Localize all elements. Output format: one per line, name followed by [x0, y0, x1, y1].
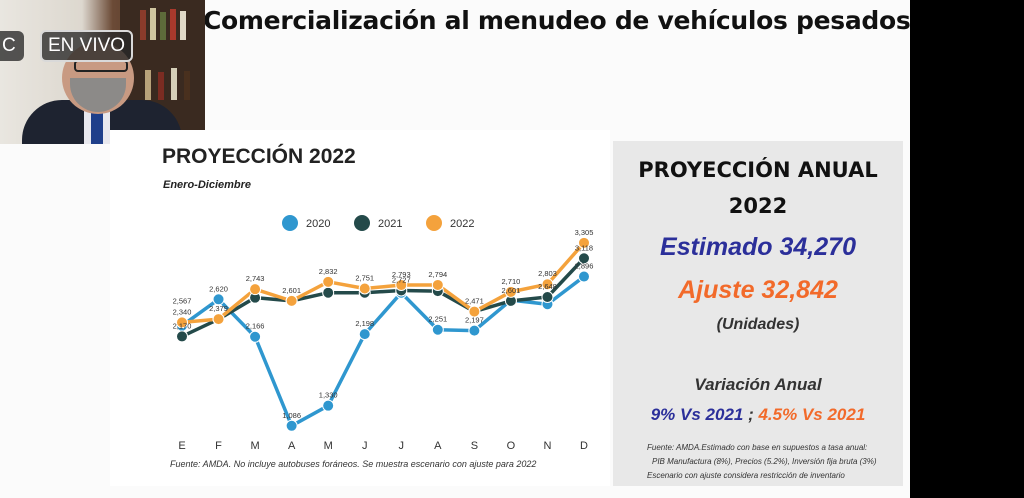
legend-label-2022: 2022	[450, 218, 474, 230]
data-label-2022: 2,803	[538, 269, 557, 278]
data-point-2022	[322, 275, 335, 288]
data-label-2022: 2,793	[392, 270, 411, 279]
data-label-2020: 2,896	[575, 262, 594, 271]
x-tick-label: F	[215, 440, 222, 452]
data-point-2022	[468, 305, 481, 318]
series-line-2021	[181, 257, 586, 338]
legend-label-2021: 2021	[378, 218, 402, 230]
variation-values: 9% Vs 2021 ; 4.5% Vs 2021	[613, 405, 903, 425]
legend-label-2020: 2020	[306, 218, 330, 230]
variation-separator: ;	[743, 405, 759, 424]
live-prefix: C	[0, 31, 24, 61]
data-label-2021: 2,170	[173, 321, 192, 330]
legend-marker-2022	[426, 215, 442, 231]
data-point-2022	[249, 283, 262, 296]
data-point-2020	[212, 293, 225, 306]
annual-projection-panel	[613, 141, 903, 486]
x-tick-label: A	[288, 440, 296, 452]
x-tick-label: N	[543, 440, 551, 452]
data-point-2022	[578, 236, 590, 249]
data-point-2022	[212, 313, 225, 326]
x-tick-label: O	[507, 440, 516, 452]
data-label-2020: 2,197	[465, 316, 484, 325]
data-label-2020: 2,251	[428, 315, 447, 324]
data-label-2021: 2,601	[502, 286, 521, 295]
data-label-2020: 2,198	[355, 319, 374, 328]
data-point-2022	[358, 282, 371, 295]
x-tick-label: M	[324, 440, 333, 452]
adjusted-value: Ajuste 32,842	[678, 276, 838, 304]
x-tick-label: E	[178, 440, 185, 452]
data-label-2022: 2,471	[465, 297, 484, 306]
data-label-2020: 2,166	[246, 322, 265, 331]
data-label-2022: 2,379	[209, 304, 228, 313]
data-point-2020	[431, 323, 444, 336]
x-tick-label: S	[471, 440, 478, 452]
data-point-2020	[578, 270, 590, 283]
data-label-2022: 2,751	[355, 274, 374, 283]
data-label-2022: 2,710	[502, 277, 521, 286]
data-label-extra: 2,567	[173, 297, 192, 306]
variation-title: Variación Anual	[694, 375, 822, 394]
x-tick-label: J	[399, 440, 405, 452]
units-label: (Unidades)	[716, 316, 800, 333]
data-label-2022: 2,340	[173, 307, 192, 316]
data-point-2022	[395, 279, 408, 292]
x-tick-label: J	[362, 440, 368, 452]
projection-year: 2022	[728, 194, 788, 218]
x-tick-label: D	[580, 440, 588, 452]
slide-title: Comercialización al menudeo de vehículos…	[203, 6, 911, 35]
variation-adjusted: 4.5% Vs 2021	[758, 405, 866, 424]
data-point-2022	[176, 316, 188, 329]
data-point-2021	[541, 291, 554, 304]
data-label-2022: 3,305	[575, 228, 594, 237]
chart-subtitle: Enero-Diciembre	[163, 179, 252, 191]
variation-estimate: 9% Vs 2021	[650, 405, 744, 424]
live-badge[interactable]: EN VIVO	[40, 30, 134, 62]
data-point-2020	[322, 399, 335, 412]
data-label-2021: 2,727	[392, 275, 411, 284]
x-tick-label: A	[434, 440, 442, 452]
series-line-2022	[181, 241, 586, 325]
projection-title: PROYECCIÓN ANUAL	[638, 158, 878, 182]
data-point-2021	[176, 330, 188, 343]
data-point-2021	[322, 286, 335, 299]
data-label-2020: 1,086	[282, 411, 301, 420]
data-label-2022: 2,601	[282, 286, 301, 295]
data-point-2022	[285, 294, 298, 307]
x-tick-label: M	[251, 440, 260, 452]
data-label-2022: 2,794	[428, 270, 447, 279]
data-point-2020	[468, 324, 481, 337]
footnote-line-1: Fuente: AMDA.Estimado con base en supues…	[647, 443, 868, 452]
footnote-line-2: PIB Manufactura (8%), Precios (5.2%), In…	[652, 457, 877, 466]
footnote-line-3: Escenario con ajuste considera restricci…	[647, 471, 845, 480]
data-point-2022	[541, 278, 554, 291]
data-label-2022: 2,832	[319, 267, 338, 276]
data-label-2020: 1,330	[319, 391, 338, 400]
data-label-2021: 2,648	[538, 282, 557, 291]
data-point-2021	[578, 252, 590, 265]
data-point-2020	[358, 328, 371, 341]
estimate-value: Estimado 34,270	[660, 233, 856, 261]
data-point-2020	[285, 419, 298, 432]
chart-source-note: Fuente: AMDA. No incluye autobuses forán…	[170, 459, 537, 469]
chart-panel	[110, 130, 610, 486]
legend-marker-2021	[354, 215, 370, 231]
data-label-2022: 2,743	[246, 274, 265, 283]
chart-title: PROYECCIÓN 2022	[162, 145, 356, 168]
data-label-2020: 2,620	[209, 284, 228, 293]
legend-marker-2020	[282, 215, 298, 231]
data-point-2020	[249, 330, 262, 343]
data-point-2022	[431, 278, 444, 291]
data-point-2022	[504, 285, 517, 298]
data-label-2021: 3,118	[575, 243, 593, 252]
